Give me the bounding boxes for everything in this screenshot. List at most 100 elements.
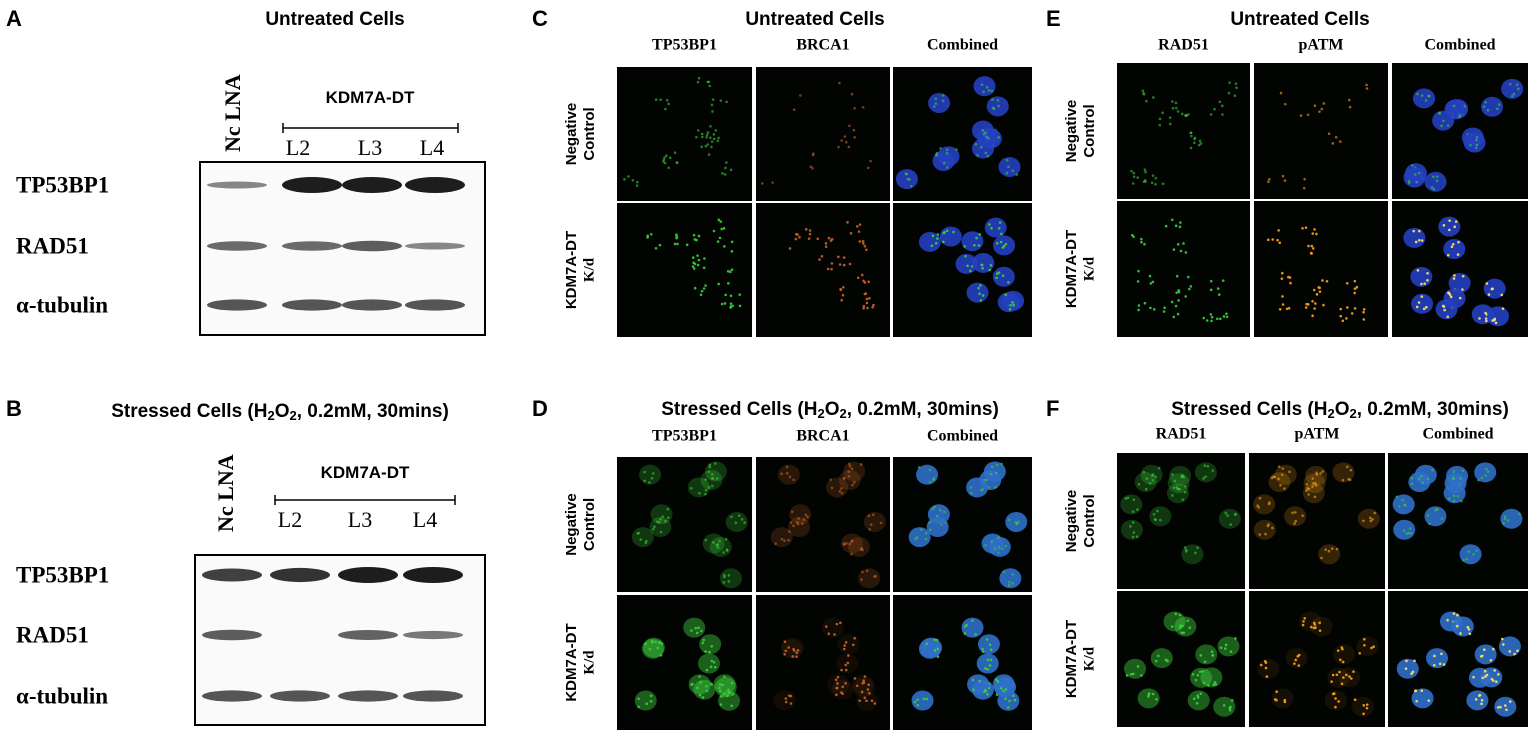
nucleus [981, 533, 1004, 554]
focus [853, 136, 856, 139]
focus [990, 539, 994, 543]
focus [994, 486, 997, 489]
focus [1151, 692, 1155, 696]
focus [924, 537, 928, 541]
focus [700, 132, 704, 136]
focus [818, 258, 821, 261]
focus [673, 242, 677, 246]
focus [1448, 228, 1451, 232]
nucleus [688, 674, 711, 695]
focus [1218, 100, 1222, 104]
focus [1280, 277, 1284, 280]
focus [1410, 482, 1414, 486]
focus [984, 667, 987, 670]
focus [1209, 113, 1213, 116]
focus [994, 471, 998, 475]
lane-label: Nc LNA [220, 74, 245, 152]
focus [1293, 662, 1296, 665]
focus [704, 492, 707, 496]
focus [849, 231, 853, 235]
focus [865, 569, 869, 573]
focus [1442, 224, 1446, 227]
focus [1338, 670, 1341, 674]
focus [993, 547, 997, 551]
focus [1132, 531, 1136, 534]
focus [989, 472, 993, 476]
nucleus [1474, 462, 1497, 483]
focus [1483, 669, 1487, 673]
focus [964, 254, 967, 258]
nucleus [1451, 616, 1474, 637]
focus [663, 161, 667, 165]
focus [1267, 523, 1270, 526]
focus [1496, 673, 1500, 676]
focus [1450, 245, 1454, 249]
focus [980, 145, 983, 149]
focus [1327, 132, 1331, 135]
focus [712, 541, 715, 544]
focus [1427, 94, 1430, 98]
focus [722, 551, 725, 554]
focus [1453, 274, 1456, 277]
focus [1499, 705, 1502, 709]
focus [723, 692, 726, 696]
focus [780, 537, 784, 541]
focus [1221, 279, 1225, 282]
nucleus [1194, 462, 1217, 483]
focus [1480, 476, 1484, 480]
focus [1189, 146, 1193, 150]
nucleus [1414, 464, 1437, 485]
focus [724, 537, 728, 541]
focus [659, 653, 663, 657]
focus [1209, 313, 1213, 316]
focus [1137, 304, 1141, 307]
focus [1011, 573, 1015, 576]
focus [1452, 612, 1456, 615]
focus [1420, 94, 1424, 97]
focus [866, 306, 869, 310]
focus [712, 229, 716, 233]
focus [1131, 182, 1135, 185]
focus [1168, 116, 1172, 119]
focus [708, 650, 711, 654]
nucleus [1166, 483, 1189, 504]
focus [1216, 317, 1219, 321]
focus [1294, 658, 1298, 662]
focus [931, 507, 934, 511]
focus [935, 638, 939, 642]
focus [645, 702, 649, 706]
focus [1197, 143, 1201, 147]
focus [1228, 81, 1231, 84]
focus [1152, 96, 1155, 99]
focus [1150, 181, 1154, 185]
focus [844, 663, 848, 667]
focus [1125, 674, 1129, 677]
focus [1490, 287, 1494, 291]
focus [1170, 300, 1174, 304]
focus [1267, 180, 1270, 184]
focus [1347, 98, 1351, 102]
focus [1475, 143, 1479, 147]
focus [963, 625, 967, 628]
focus [865, 699, 868, 703]
focus [835, 686, 839, 690]
focus [676, 242, 679, 246]
focus [1179, 221, 1182, 224]
focus [1401, 498, 1404, 502]
focus [774, 542, 778, 546]
focus [649, 694, 653, 698]
row-label: TP53BP1 [16, 172, 109, 197]
focus [795, 520, 799, 524]
focus [700, 145, 704, 149]
focus [867, 280, 871, 284]
focus [1234, 82, 1238, 85]
focus [1136, 508, 1139, 511]
focus [1140, 237, 1143, 241]
nucleus [683, 617, 706, 638]
focus [792, 524, 795, 528]
focus [1235, 86, 1238, 89]
focus [1285, 307, 1289, 311]
focus [1306, 303, 1310, 306]
focus [644, 541, 648, 545]
focus [1362, 310, 1365, 314]
